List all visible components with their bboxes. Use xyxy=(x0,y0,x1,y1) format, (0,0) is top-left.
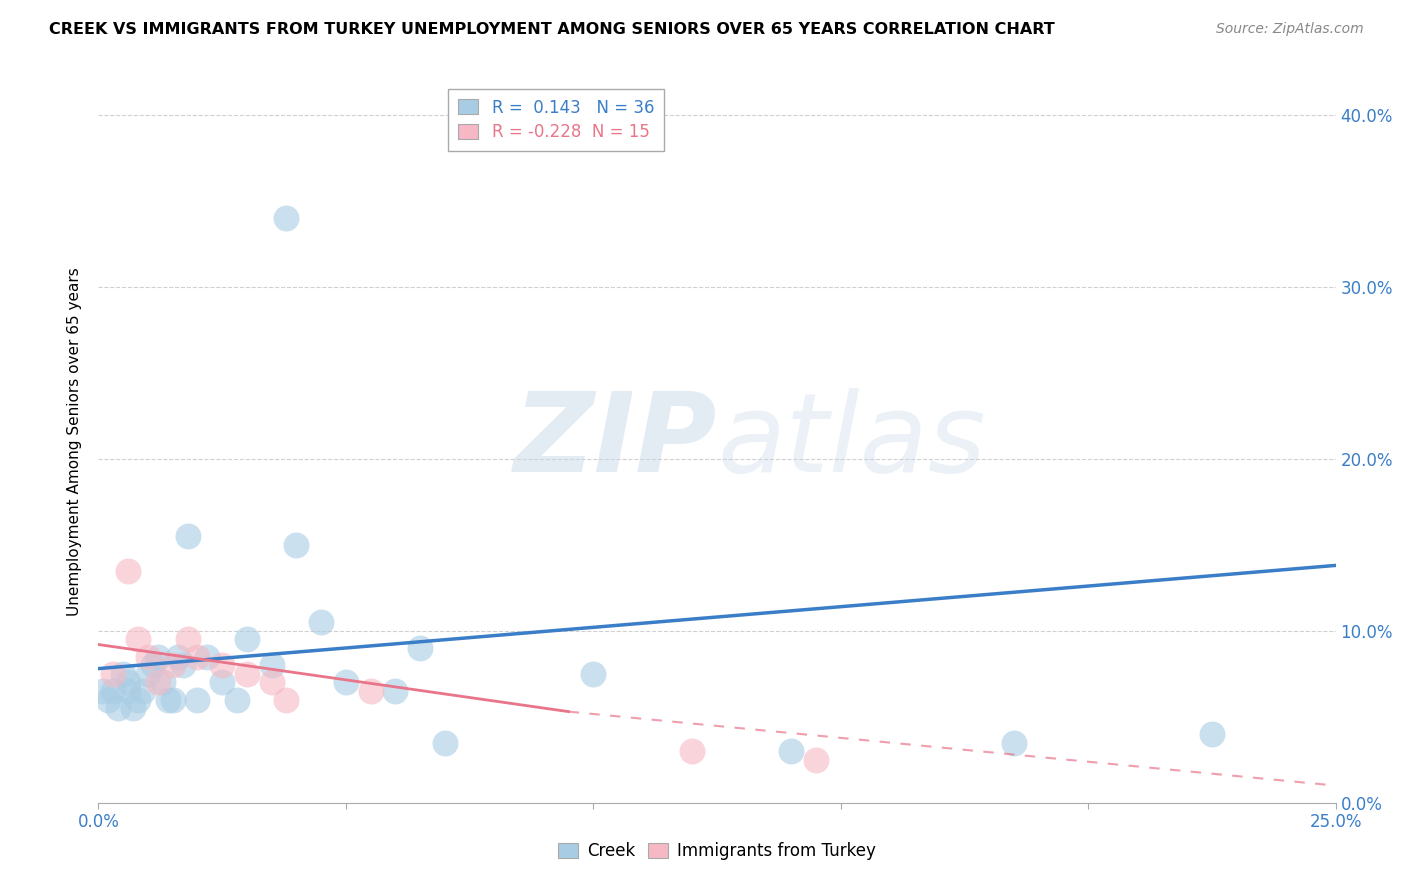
Point xyxy=(162,692,184,706)
Point xyxy=(152,675,174,690)
Point xyxy=(409,640,432,655)
Text: CREEK VS IMMIGRANTS FROM TURKEY UNEMPLOYMENT AMONG SENIORS OVER 65 YEARS CORRELA: CREEK VS IMMIGRANTS FROM TURKEY UNEMPLOY… xyxy=(49,22,1054,37)
Point xyxy=(146,675,169,690)
Point xyxy=(166,649,188,664)
Point xyxy=(117,564,139,578)
Text: Source: ZipAtlas.com: Source: ZipAtlas.com xyxy=(1216,22,1364,37)
Point xyxy=(162,658,184,673)
Text: atlas: atlas xyxy=(717,388,986,495)
Point xyxy=(186,649,208,664)
Point xyxy=(236,666,259,681)
Point xyxy=(285,538,308,552)
Point xyxy=(132,684,155,698)
Point xyxy=(176,529,198,543)
Text: ZIP: ZIP xyxy=(513,388,717,495)
Point xyxy=(260,658,283,673)
Point xyxy=(260,675,283,690)
Point xyxy=(103,666,125,681)
Point xyxy=(146,649,169,664)
Point xyxy=(335,675,357,690)
Point xyxy=(93,684,115,698)
Point xyxy=(107,701,129,715)
Point xyxy=(186,692,208,706)
Point xyxy=(142,658,165,673)
Point xyxy=(211,675,233,690)
Point xyxy=(117,684,139,698)
Point xyxy=(309,615,332,630)
Point xyxy=(276,211,298,225)
Point xyxy=(156,692,179,706)
Point xyxy=(433,735,456,749)
Point xyxy=(360,684,382,698)
Point xyxy=(136,666,159,681)
Point xyxy=(226,692,249,706)
Point xyxy=(1201,727,1223,741)
Point xyxy=(211,658,233,673)
Point xyxy=(176,632,198,647)
Point xyxy=(117,675,139,690)
Point xyxy=(122,701,145,715)
Point xyxy=(681,744,703,758)
Point xyxy=(1002,735,1025,749)
Point xyxy=(103,684,125,698)
Point xyxy=(236,632,259,647)
Point xyxy=(97,692,120,706)
Point xyxy=(804,753,827,767)
Point xyxy=(582,666,605,681)
Point xyxy=(276,692,298,706)
Point xyxy=(780,744,803,758)
Legend: Creek, Immigrants from Turkey: Creek, Immigrants from Turkey xyxy=(551,836,883,867)
Y-axis label: Unemployment Among Seniors over 65 years: Unemployment Among Seniors over 65 years xyxy=(67,268,83,615)
Point xyxy=(127,632,149,647)
Point xyxy=(127,692,149,706)
Point xyxy=(112,666,135,681)
Point xyxy=(136,649,159,664)
Point xyxy=(195,649,218,664)
Point xyxy=(384,684,406,698)
Point xyxy=(172,658,194,673)
